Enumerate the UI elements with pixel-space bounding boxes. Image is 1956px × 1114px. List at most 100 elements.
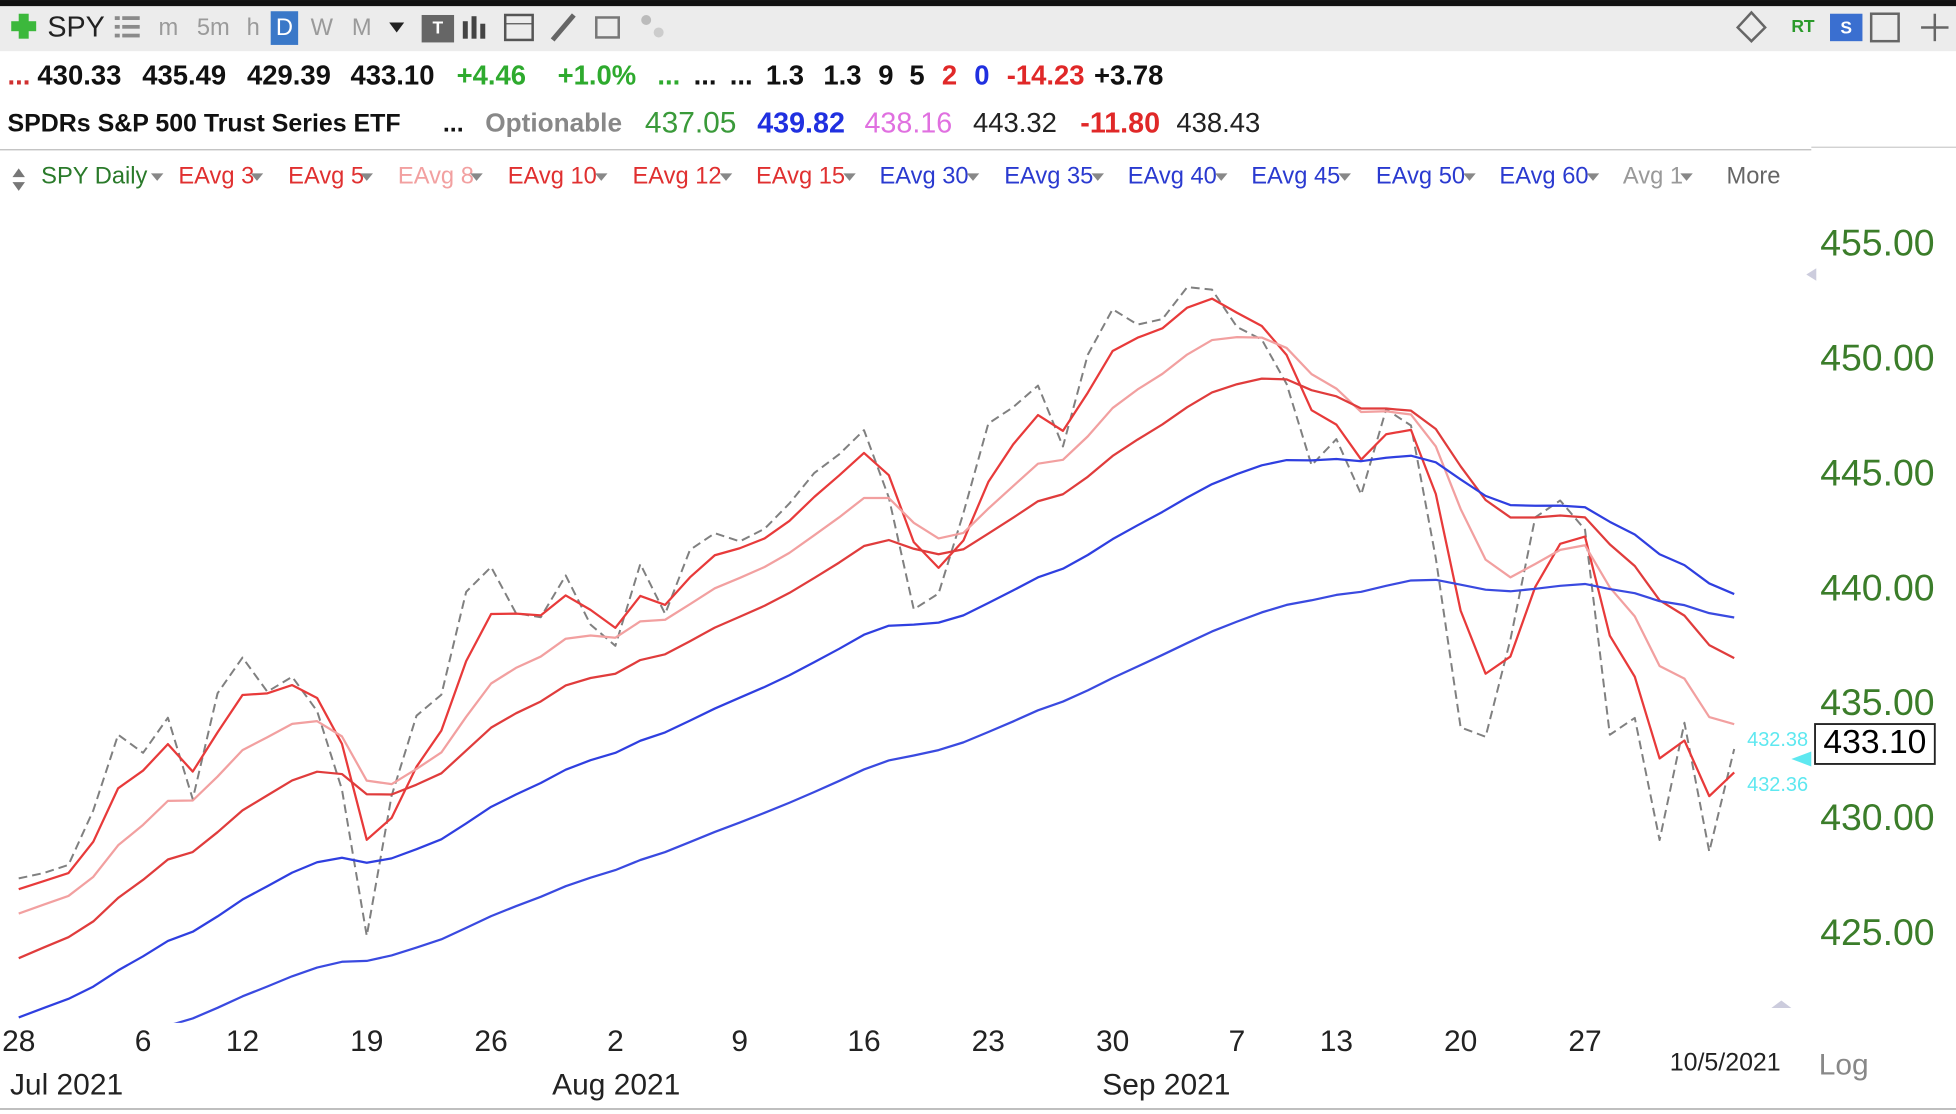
indicator-menu-arrow[interactable]	[150, 173, 164, 181]
indicator-menu-arrow[interactable]	[595, 173, 608, 181]
y-tick-label: 435.00	[1820, 681, 1934, 723]
quote-value: 435.49	[142, 60, 226, 91]
info-value: 437.05	[645, 107, 737, 140]
price-tag-label: 433.10	[1823, 724, 1926, 761]
info-value: 438.16	[864, 107, 952, 139]
quote-value: +1.0%	[558, 60, 637, 91]
series-line	[18, 286, 1736, 937]
list-icon[interactable]	[114, 16, 140, 38]
quote-value: 9	[878, 60, 893, 91]
indicator-menu-arrow[interactable]	[719, 173, 733, 181]
x-group-label: Jul 2021	[10, 1068, 123, 1101]
quote-value: 429.39	[247, 60, 331, 91]
info-value: -11.80	[1080, 107, 1160, 139]
quote-value: 1.3	[823, 60, 861, 91]
indicator-menu-arrow[interactable]	[1338, 173, 1351, 181]
indicator-item[interactable]: EAvg 50	[1376, 163, 1465, 189]
last-date: 10/5/2021	[1670, 1049, 1781, 1077]
indicator-item[interactable]: EAvg 60	[1499, 163, 1588, 189]
x-tick-label: 12	[226, 1025, 259, 1058]
x-group-label: Aug 2021	[552, 1068, 680, 1101]
indicator-item[interactable]: EAvg 15	[756, 163, 845, 189]
interval-menu-arrow[interactable]	[389, 22, 405, 33]
indicator-menu-arrow[interactable]	[250, 173, 264, 181]
indicator-item[interactable]: EAvg 12	[632, 163, 721, 189]
reorder-icon[interactable]	[12, 168, 25, 191]
indicator-menu-arrow[interactable]	[470, 173, 483, 181]
tool-icons: T RT S	[421, 10, 1949, 43]
quote-value: ...	[7, 60, 30, 91]
indicator-item[interactable]: EAvg 3	[178, 163, 254, 189]
active-interval-bg	[270, 11, 299, 45]
x-tick-label: 16	[847, 1025, 880, 1058]
price-tag-label: 432.36	[1747, 774, 1808, 796]
indicator-item[interactable]: EAvg 30	[879, 163, 968, 189]
info-value: Optionable	[485, 108, 622, 138]
x-tick-label: 2	[607, 1025, 624, 1058]
x-tick-label: 6	[135, 1025, 152, 1058]
info-value: 438.43	[1176, 107, 1260, 138]
quote-value: ...	[730, 60, 753, 91]
indicator-menu-arrow[interactable]	[1091, 173, 1104, 181]
indicator-item[interactable]: EAvg 8	[398, 163, 474, 189]
quote-value: 430.33	[37, 60, 121, 91]
x-tick-label: 27	[1568, 1025, 1601, 1058]
scale-button[interactable]: Log	[1819, 1048, 1869, 1081]
y-tick-label: 440.00	[1820, 566, 1934, 608]
series-line	[18, 297, 1735, 891]
quote-value: 0	[974, 60, 989, 91]
y-tick-label: 425.00	[1820, 911, 1934, 953]
indicator-item[interactable]: EAvg 35	[1004, 163, 1093, 189]
x-tick-label: 23	[972, 1025, 1005, 1058]
price-tag-label: 432.38	[1747, 729, 1808, 751]
y-tick-label: 445.00	[1820, 451, 1934, 493]
indicator-menu-arrow[interactable]	[1215, 173, 1228, 181]
price-tag-box	[1814, 723, 1936, 765]
series-line	[173, 578, 1735, 1023]
indicator-menu-arrow[interactable]	[843, 173, 856, 181]
indicator-menu-arrow[interactable]	[360, 173, 373, 181]
add-icon[interactable]	[11, 13, 37, 39]
x-tick-label: 13	[1320, 1025, 1353, 1058]
indicator-menu-arrow[interactable]	[1463, 173, 1476, 181]
quote-value: +3.78	[1094, 60, 1163, 91]
y-tick-label: 450.00	[1820, 336, 1934, 378]
quote-value: ...	[657, 60, 680, 91]
symbol[interactable]: SPY	[47, 11, 104, 43]
quote-value: ...	[694, 60, 717, 91]
series-line	[18, 454, 1735, 1019]
plot-area	[18, 286, 1736, 1023]
interval-button[interactable]: M	[352, 15, 372, 41]
indicator-item[interactable]: EAvg 5	[288, 163, 364, 189]
x-tick-label: 9	[731, 1025, 748, 1058]
quote-value: -14.23	[1007, 60, 1085, 91]
indicator-item[interactable]: Avg 1	[1623, 163, 1683, 189]
indicator-menu-arrow[interactable]	[1586, 173, 1600, 181]
y-tick-label: 455.00	[1820, 221, 1934, 263]
svg-text:S: S	[1840, 17, 1852, 37]
window-edge	[0, 0, 1956, 7]
x-group-label: Sep 2021	[1102, 1068, 1230, 1101]
series-line	[18, 377, 1735, 960]
indicator-item[interactable]: EAvg 10	[508, 163, 597, 189]
indicator-menu-arrow[interactable]	[966, 173, 980, 181]
indicator-item[interactable]: More	[1726, 163, 1780, 189]
info-value: SPDRs S&P 500 Trust Series ETF	[7, 109, 400, 137]
interval-button[interactable]: m	[159, 15, 179, 41]
indicator-item[interactable]: EAvg 45	[1251, 163, 1340, 189]
x-tick-label: 7	[1229, 1025, 1246, 1058]
x-tick-label: 26	[474, 1025, 507, 1058]
indicator-item[interactable]: EAvg 40	[1128, 163, 1217, 189]
series-line	[18, 335, 1735, 915]
quote-value: 5	[909, 60, 924, 91]
x-tick-label: 20	[1444, 1025, 1477, 1058]
indicator-item[interactable]: SPY Daily	[41, 163, 147, 189]
interval-button[interactable]: W	[311, 15, 334, 41]
info-value: 443.32	[973, 107, 1057, 138]
quote-value: 433.10	[351, 60, 435, 91]
indicator-menu-arrow[interactable]	[1680, 173, 1693, 181]
interval-button[interactable]: 5m	[197, 15, 230, 41]
interval-button[interactable]: h	[247, 15, 260, 41]
interval-button[interactable]: D	[276, 15, 293, 41]
